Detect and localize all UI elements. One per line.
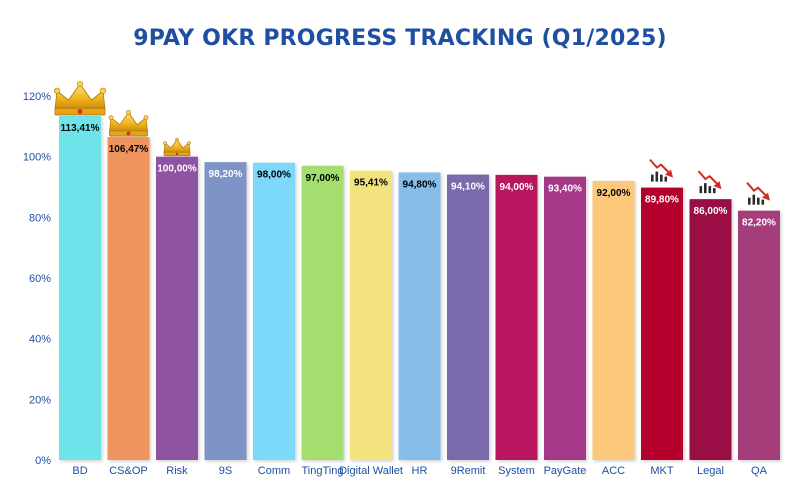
- bar: [738, 210, 780, 460]
- crown-icon: [53, 80, 107, 116]
- bar: [156, 156, 198, 460]
- y-tick-label: 120%: [23, 91, 51, 103]
- bar-value-label: 94,10%: [451, 182, 485, 193]
- y-tick-label: 0%: [35, 455, 51, 467]
- x-tick-label: 9S: [219, 465, 232, 477]
- bar: [301, 165, 344, 460]
- bar-value-label: 113,41%: [61, 123, 100, 134]
- bar: [689, 199, 732, 460]
- bar-value-label: 92,00%: [597, 188, 631, 199]
- bar: [641, 187, 683, 460]
- x-tick-label: System: [498, 465, 535, 477]
- crown-icon: [108, 110, 149, 137]
- x-tick-label: Legal: [697, 465, 724, 477]
- x-tick-label: Comm: [258, 465, 290, 477]
- x-tick-label: CS&OP: [109, 465, 148, 477]
- x-tick-label: HR: [412, 465, 428, 477]
- bar-value-label: 106,47%: [109, 144, 149, 155]
- x-tick-label: BD: [72, 465, 87, 477]
- x-tick-label: Digital Wallet: [339, 465, 403, 477]
- bar-value-label: 100,00%: [157, 164, 197, 175]
- bar-value-label: 98,00%: [257, 170, 291, 181]
- bar: [398, 172, 441, 460]
- annotation-icons: [53, 80, 770, 205]
- trend-down-icon: [746, 182, 770, 205]
- y-tick-label: 60%: [29, 273, 51, 285]
- bar-value-label: 95,41%: [354, 178, 388, 189]
- bar: [107, 137, 150, 460]
- bar: [350, 170, 392, 460]
- x-tick-label: TingTing: [302, 465, 344, 477]
- bar-value-label: 82,20%: [742, 218, 776, 229]
- bar: [495, 174, 538, 460]
- bar-value-label: 94,00%: [500, 182, 534, 193]
- y-tick-label: 100%: [23, 152, 51, 164]
- bar: [253, 162, 295, 460]
- bar: [592, 180, 635, 460]
- bar: [59, 115, 101, 460]
- bar: [447, 174, 489, 460]
- trend-down-icon: [697, 170, 722, 194]
- x-tick-label: PayGate: [544, 465, 587, 477]
- bar-value-label: 98,20%: [209, 169, 243, 180]
- x-tick-label: 9Remit: [451, 465, 486, 477]
- x-tick-label: MKT: [650, 465, 674, 477]
- y-axis: 0% 20% 40% 60% 80% 100% 120%: [23, 91, 51, 467]
- crown-icon: [163, 137, 191, 157]
- x-tick-label: QA: [751, 465, 768, 477]
- y-tick-label: 40%: [29, 334, 51, 346]
- bar-value-label: 94,80%: [403, 179, 437, 190]
- bar: [204, 162, 247, 461]
- bar-value-label: 97,00%: [306, 173, 340, 184]
- bars-group: [59, 115, 780, 461]
- x-tick-label: ACC: [602, 465, 625, 477]
- y-tick-label: 80%: [29, 212, 51, 224]
- bar-value-label: 89,80%: [645, 195, 679, 206]
- data-labels-group: 113,41% 106,47% 100,00% 98,20% 98,00% 97,00% 9…: [61, 123, 777, 229]
- chart-title: 9PAY OKR PROGRESS TRACKING (Q1/2025): [133, 26, 667, 51]
- trend-down-icon: [649, 158, 673, 182]
- bar-value-label: 93,40%: [548, 184, 582, 195]
- bar-value-label: 86,00%: [694, 206, 728, 217]
- y-tick-label: 20%: [29, 394, 51, 406]
- bar: [544, 176, 586, 461]
- x-tick-label: Risk: [166, 465, 188, 477]
